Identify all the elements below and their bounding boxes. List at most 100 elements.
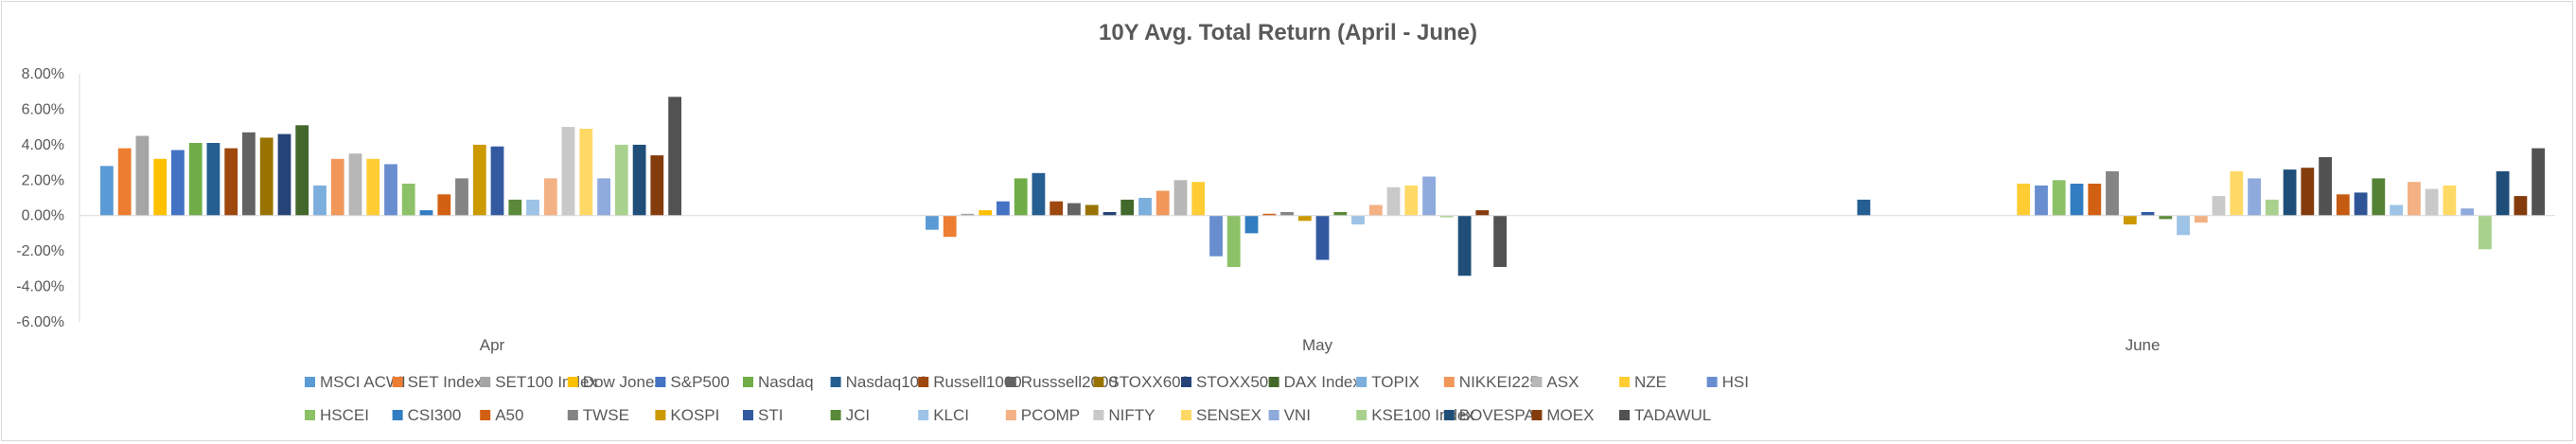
legend-label: ASX <box>1546 373 1579 391</box>
bar <box>1014 178 1028 216</box>
bar <box>2141 212 2155 216</box>
y-tick-label: 6.00% <box>22 101 64 117</box>
bar <box>2194 215 2208 223</box>
bar <box>943 215 957 238</box>
bar <box>650 155 664 216</box>
bar <box>2088 184 2102 216</box>
bar <box>188 143 203 216</box>
legend-label: VNI <box>1284 406 1311 424</box>
chart-title: 10Y Avg. Total Return (April - June) <box>1099 20 1477 45</box>
bar <box>1457 215 1472 276</box>
bar <box>1209 215 1223 257</box>
legend-swatch <box>1443 377 1455 387</box>
bar <box>384 164 397 216</box>
bar <box>437 194 451 216</box>
bar <box>2301 168 2315 216</box>
legend-swatch <box>655 377 666 387</box>
bar <box>668 97 681 216</box>
legend-label: HSCEI <box>320 406 369 424</box>
x-category-label: May <box>1302 336 1333 354</box>
legend-label: PCOMP <box>1021 406 1080 424</box>
legend-label: STOXX600 <box>1108 373 1190 391</box>
bar <box>366 158 380 216</box>
bar <box>1386 186 1401 216</box>
legend-label: SET Index <box>408 373 484 391</box>
bar <box>2408 182 2421 216</box>
legend-label: STI <box>758 406 783 424</box>
bar <box>561 127 575 216</box>
bars <box>100 97 2545 276</box>
legend-swatch <box>305 410 315 420</box>
bar <box>2230 170 2244 216</box>
bar <box>2283 169 2297 216</box>
bar <box>472 144 486 216</box>
legend-swatch <box>918 410 929 420</box>
y-axis-ticks: 8.00% 6.00% 4.00% 2.00% 0.00% -2.00% -4.00% -6.… <box>16 66 64 330</box>
legend-swatch <box>480 377 491 387</box>
bar <box>1156 190 1170 216</box>
bar <box>1067 203 1081 216</box>
y-tick-label: 4.00% <box>22 137 64 153</box>
bar <box>2035 185 2048 216</box>
legend-label: NIKKEI225 <box>1459 373 1539 391</box>
legend-label: Nasdaq <box>758 373 814 391</box>
bar <box>1262 213 1277 216</box>
legend-label: KOSPI <box>670 406 719 424</box>
bar <box>961 213 975 216</box>
legend-swatch <box>1531 410 1543 420</box>
bar <box>1173 180 1188 216</box>
legend-swatch <box>1268 410 1279 420</box>
bar <box>1351 215 1365 225</box>
legend-label: DAX Index <box>1284 373 1362 391</box>
legend-label: TADAWUL <box>1634 406 1711 424</box>
bar <box>2390 204 2403 216</box>
legend-swatch <box>743 377 753 387</box>
legend-swatch <box>1005 377 1016 387</box>
bar <box>2319 157 2332 216</box>
bar <box>1368 204 1383 216</box>
legend-swatch <box>1005 410 1016 420</box>
bar <box>2354 192 2368 216</box>
bar <box>171 150 185 216</box>
legend-label: Nasdaq100 <box>846 373 928 391</box>
legend-swatch <box>1706 377 1718 387</box>
legend-label: MSCI ACWI <box>320 373 406 391</box>
bar <box>1422 176 1436 216</box>
bar <box>1280 212 1294 216</box>
y-tick-label: 2.00% <box>22 172 64 188</box>
bar <box>1404 185 1419 216</box>
bar <box>1138 198 1152 216</box>
bar <box>419 210 433 216</box>
legend-label: Dow Jones <box>583 373 662 391</box>
legend-swatch <box>743 410 753 420</box>
bar <box>2514 196 2528 216</box>
bar <box>1244 215 1259 234</box>
bar <box>2425 188 2439 216</box>
bar <box>401 184 415 216</box>
bar <box>1226 215 1241 267</box>
bar <box>455 178 468 216</box>
bar <box>1857 199 1871 216</box>
bar <box>2265 199 2279 216</box>
x-category-label: Apr <box>480 336 505 354</box>
bar <box>1297 215 1312 222</box>
legend-label: A50 <box>495 406 523 424</box>
bar <box>2017 184 2031 216</box>
bar <box>2532 148 2545 216</box>
bar <box>526 199 539 216</box>
legend-swatch <box>1531 377 1543 387</box>
bar <box>2123 215 2137 225</box>
bar <box>348 153 362 216</box>
bar <box>508 199 522 216</box>
legend-label: BOVESPA <box>1459 406 1536 424</box>
bar <box>100 166 114 216</box>
bar <box>2496 170 2510 216</box>
bar <box>2106 170 2119 216</box>
bar <box>2212 196 2226 216</box>
legend-swatch <box>1268 377 1279 387</box>
legend-swatch <box>830 410 841 420</box>
legend-label: KLCI <box>933 406 969 424</box>
bar <box>117 148 132 216</box>
